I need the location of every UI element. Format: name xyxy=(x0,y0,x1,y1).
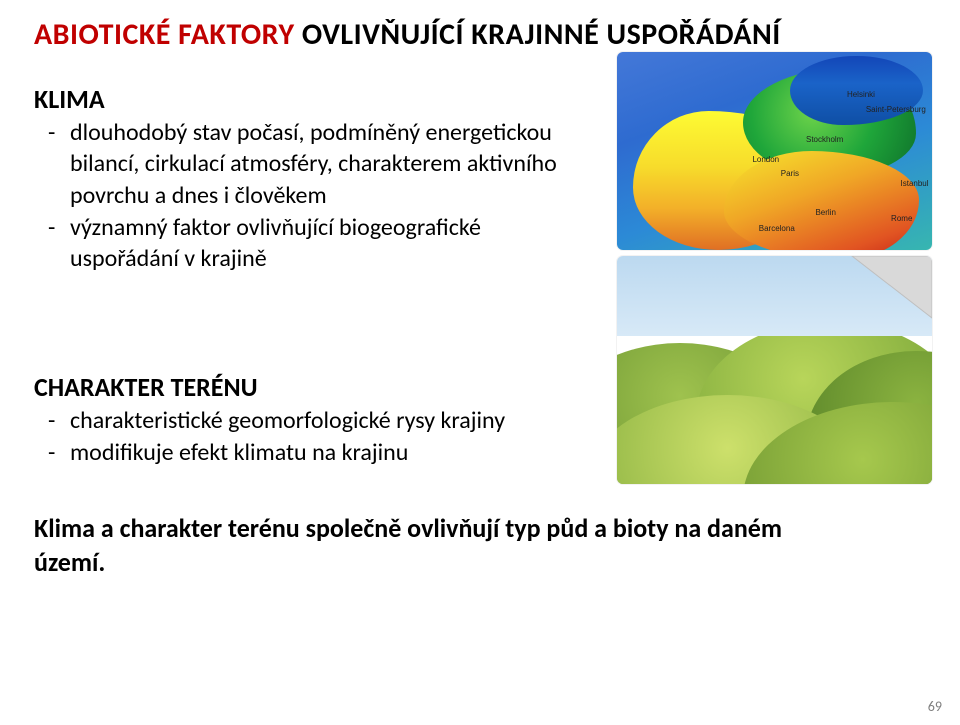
climate-map-label: Berlin xyxy=(815,208,835,217)
page-number: 69 xyxy=(928,698,942,715)
title-highlight: ABIOTICKÉ FAKTORY xyxy=(34,16,295,53)
title-rest: OVLIVŇUJÍCÍ KRAJINNÉ USPOŘÁDÁNÍ xyxy=(295,16,781,53)
summary-text: Klima a charakter terénu společně ovlivň… xyxy=(34,512,854,580)
teren-bullet: charakteristické geomorfologické rysy kr… xyxy=(70,405,544,437)
landscape-wing xyxy=(822,256,932,346)
klima-section: KLIMA dlouhodobý stav počasí, podmíněný … xyxy=(34,83,594,275)
teren-bullets: charakteristické geomorfologické rysy kr… xyxy=(34,405,544,468)
climate-map-label: Stockholm xyxy=(806,135,843,144)
klima-bullet: významný faktor ovlivňující biogeografic… xyxy=(70,212,594,275)
climate-map-label: London xyxy=(752,155,779,164)
teren-section: CHARAKTER TERÉNU charakteristické geomor… xyxy=(34,371,544,468)
climate-map-blob xyxy=(724,151,919,250)
climate-map-label: Rome xyxy=(891,214,912,223)
climate-map-label: Paris xyxy=(781,169,799,178)
climate-map-label: Saint-Petersburg xyxy=(866,105,926,114)
climate-map-label: Barcelona xyxy=(759,224,795,233)
klima-bullets: dlouhodobý stav počasí, podmíněný energe… xyxy=(34,117,594,275)
klima-heading: KLIMA xyxy=(34,83,594,115)
landscape-hills xyxy=(617,336,932,484)
climate-map-image: Helsinki Saint-Petersburg Stockholm LondonP… xyxy=(617,52,932,250)
landscape-image xyxy=(617,256,932,484)
climate-map-label: Istanbul xyxy=(901,179,929,188)
climate-map-label: Helsinki xyxy=(847,90,875,99)
teren-heading: CHARAKTER TERÉNU xyxy=(34,371,544,403)
slide-title: ABIOTICKÉ FAKTORY OVLIVŇUJÍCÍ KRAJINNÉ U… xyxy=(34,18,926,53)
teren-bullet: modifikuje efekt klimatu na krajinu xyxy=(70,437,544,469)
klima-bullet: dlouhodobý stav počasí, podmíněný energe… xyxy=(70,117,594,212)
